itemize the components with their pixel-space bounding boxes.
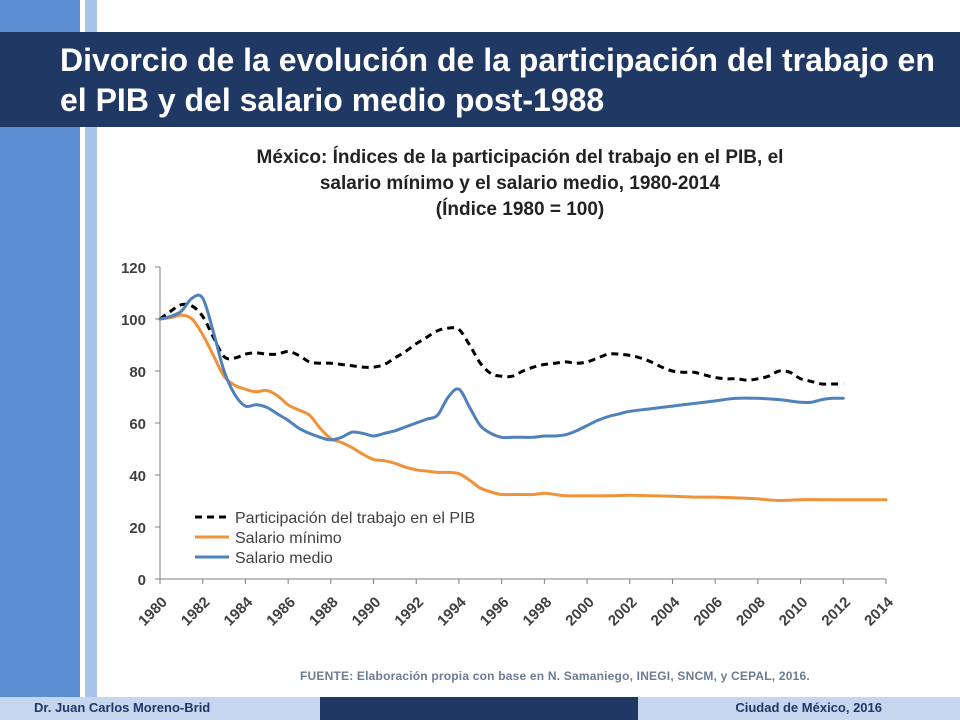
y-tick-label: 20 [129,520,146,537]
x-tick-label: 1990 [349,594,385,630]
y-tick-label: 60 [129,416,146,433]
x-tick-label: 2010 [776,594,812,630]
minimum-wage-line [158,313,888,503]
legend-minimum-wage-label: Salario mínimo [235,530,342,547]
x-tick-label: 1998 [520,594,556,630]
x-tick-label: 2008 [733,594,769,630]
y-tick-label: 100 [121,312,146,329]
x-tick-label: 1994 [434,593,470,629]
x-tick-label: 1980 [135,594,171,630]
left-accent-stripe-light [85,0,97,720]
footer-divider [320,697,638,720]
legend-average-wage-label: Salario medio [235,550,333,567]
y-tick-label: 120 [121,260,146,277]
average-wage-line [158,293,845,442]
chart-title-line-2: salario mínimo y el salario medio, 1980-… [319,173,721,194]
y-tick-label: 80 [129,364,146,381]
chart-title-line-3: (Índice 1980 = 100) [435,199,605,220]
x-tick-label: 2014 [861,593,897,629]
source-note: FUENTE: Elaboración propia con base en N… [300,669,810,683]
x-tick-label: 1982 [178,594,214,630]
footer-author: Dr. Juan Carlos Moreno-Brid [34,700,211,715]
chart-title-line-1: México: Índices de la participación del … [256,147,784,168]
x-tick-label: 1996 [477,594,513,630]
chart-title: México: Índices de la participación del … [120,145,920,223]
labor-share-line [159,302,844,386]
x-tick-label: 1992 [391,594,427,630]
footer-place-date: Ciudad de México, 2016 [735,700,882,715]
y-tick-label: 40 [129,468,146,485]
y-tick-label: 0 [138,572,146,589]
x-tick-label: 2000 [562,594,598,630]
footer-place-box: Ciudad de México, 2016 [638,697,960,720]
x-tick-label: 2006 [690,594,726,630]
x-tick-label: 1984 [221,593,257,629]
slide-title: Divorcio de la evolución de la participa… [60,42,935,118]
x-tick-label: 2012 [819,594,855,630]
x-tick-label: 2004 [648,593,684,629]
x-tick-label: 1986 [263,594,299,630]
footer-author-box: Dr. Juan Carlos Moreno-Brid [0,697,320,720]
x-tick-label: 1988 [306,594,342,630]
legend-labor-share-label: Participación del trabajo en el PIB [235,510,475,527]
x-tick-label: 2002 [605,594,641,630]
title-banner [0,32,960,127]
